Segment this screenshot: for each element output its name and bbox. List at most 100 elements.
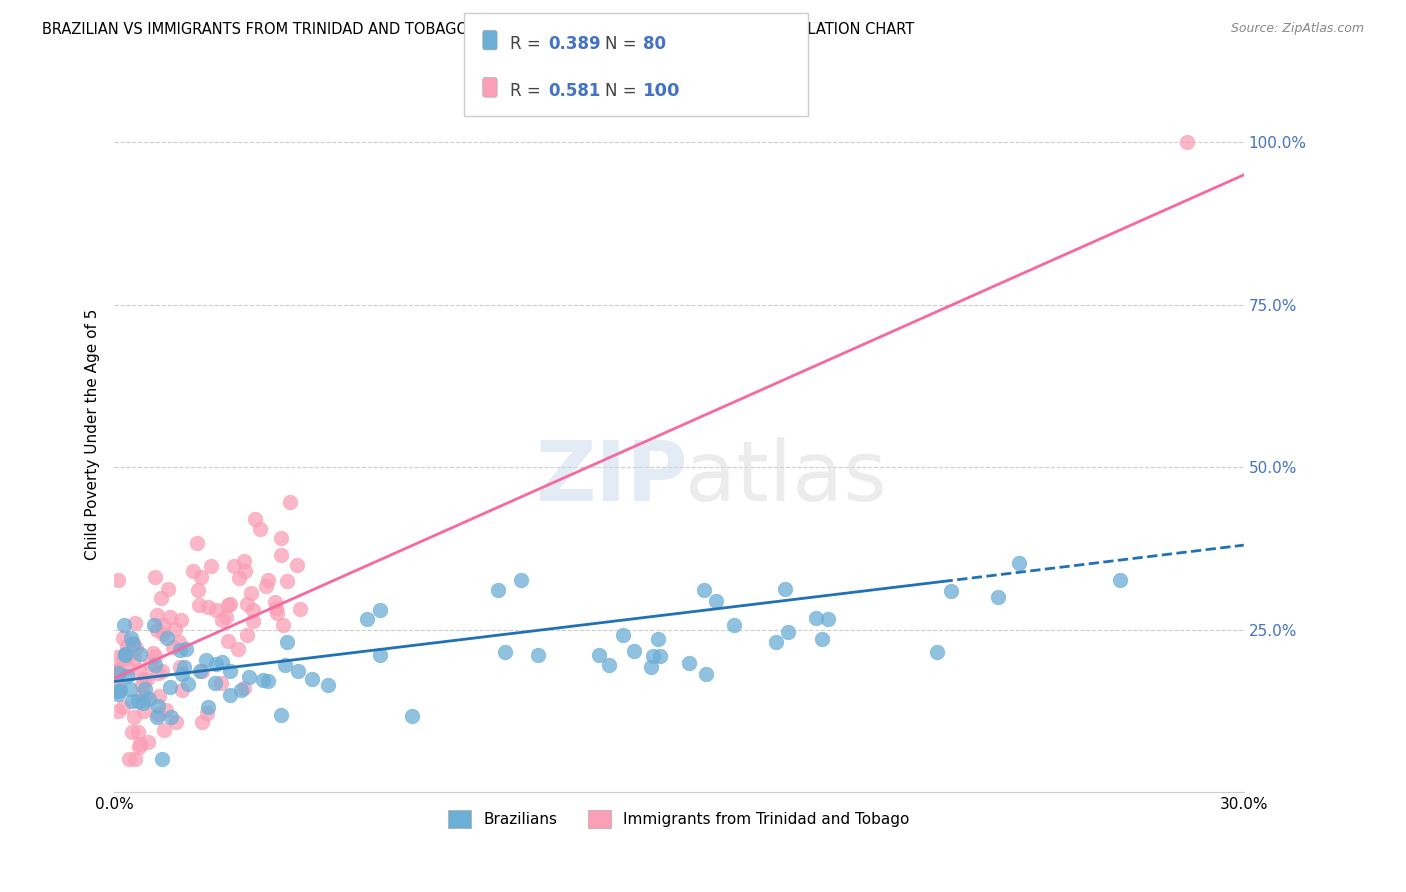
- Point: [177, 677, 200, 691]
- Text: Source: ZipAtlas.com: Source: ZipAtlas.com: [1230, 22, 1364, 36]
- Point: [276, 574, 298, 588]
- Point: [143, 649, 166, 664]
- Point: [222, 559, 245, 574]
- Point: [160, 710, 183, 724]
- Point: [120, 646, 142, 660]
- Point: [239, 586, 262, 600]
- Point: [647, 632, 669, 646]
- Point: [107, 680, 129, 694]
- Point: [254, 579, 277, 593]
- Point: [211, 656, 233, 670]
- Text: ZIP: ZIP: [534, 437, 688, 518]
- Point: [146, 709, 169, 723]
- Point: [204, 676, 226, 690]
- Point: [120, 631, 142, 645]
- Point: [233, 681, 256, 696]
- Point: [181, 564, 204, 578]
- Point: [274, 658, 297, 673]
- Point: [209, 675, 232, 690]
- Point: [190, 715, 212, 730]
- Point: [678, 656, 700, 670]
- Point: [155, 703, 177, 717]
- Point: [138, 692, 160, 706]
- Point: [170, 666, 193, 681]
- Point: [776, 624, 799, 639]
- Point: [205, 603, 228, 617]
- Point: [704, 593, 727, 607]
- Point: [191, 664, 214, 678]
- Point: [107, 574, 129, 588]
- Point: [695, 667, 717, 681]
- Text: 100: 100: [643, 82, 681, 100]
- Text: 0.389: 0.389: [548, 35, 600, 53]
- Point: [131, 697, 153, 711]
- Point: [152, 626, 174, 640]
- Point: [612, 628, 634, 642]
- Point: [170, 683, 193, 698]
- Point: [598, 657, 620, 672]
- Text: 0.581: 0.581: [548, 82, 600, 100]
- Point: [494, 645, 516, 659]
- Point: [108, 665, 131, 679]
- Point: [925, 645, 948, 659]
- Point: [107, 666, 129, 681]
- Point: [218, 598, 240, 612]
- Point: [169, 613, 191, 627]
- Point: [117, 661, 139, 675]
- Point: [107, 665, 129, 679]
- Point: [163, 622, 186, 636]
- Point: [194, 652, 217, 666]
- Text: 80: 80: [643, 35, 665, 53]
- Point: [271, 617, 294, 632]
- Point: [217, 598, 239, 612]
- Point: [148, 666, 170, 681]
- Point: [111, 631, 134, 645]
- Point: [124, 615, 146, 630]
- Text: N =: N =: [605, 35, 641, 53]
- Point: [143, 570, 166, 584]
- Point: [146, 698, 169, 713]
- Point: [773, 582, 796, 597]
- Point: [115, 639, 138, 653]
- Point: [257, 573, 280, 587]
- Point: [486, 583, 509, 598]
- Text: R =: R =: [510, 35, 547, 53]
- Point: [117, 669, 139, 683]
- Point: [278, 495, 301, 509]
- Point: [195, 706, 218, 720]
- Point: [804, 610, 827, 624]
- Point: [129, 737, 152, 751]
- Point: [108, 683, 131, 698]
- Point: [114, 648, 136, 662]
- Point: [149, 591, 172, 605]
- Text: BRAZILIAN VS IMMIGRANTS FROM TRINIDAD AND TOBAGO CHILD POVERTY UNDER THE AGE OF : BRAZILIAN VS IMMIGRANTS FROM TRINIDAD AN…: [42, 22, 914, 37]
- Point: [765, 635, 787, 649]
- Point: [156, 631, 179, 645]
- Point: [112, 652, 135, 666]
- Point: [120, 681, 142, 696]
- Point: [122, 635, 145, 649]
- Point: [136, 672, 159, 686]
- Point: [127, 693, 149, 707]
- Point: [186, 536, 208, 550]
- Point: [122, 710, 145, 724]
- Point: [263, 595, 285, 609]
- Point: [588, 648, 610, 663]
- Point: [723, 618, 745, 632]
- Point: [124, 650, 146, 665]
- Point: [264, 601, 287, 615]
- Point: [238, 670, 260, 684]
- Point: [1008, 556, 1031, 570]
- Point: [136, 734, 159, 748]
- Point: [188, 598, 211, 612]
- Y-axis label: Child Poverty Under the Age of 5: Child Poverty Under the Age of 5: [86, 309, 100, 560]
- Point: [256, 673, 278, 688]
- Point: [132, 704, 155, 718]
- Point: [139, 657, 162, 671]
- Point: [107, 663, 129, 677]
- Point: [648, 648, 671, 663]
- Point: [252, 673, 274, 688]
- Point: [226, 642, 249, 657]
- Text: N =: N =: [605, 82, 641, 100]
- Point: [211, 613, 233, 627]
